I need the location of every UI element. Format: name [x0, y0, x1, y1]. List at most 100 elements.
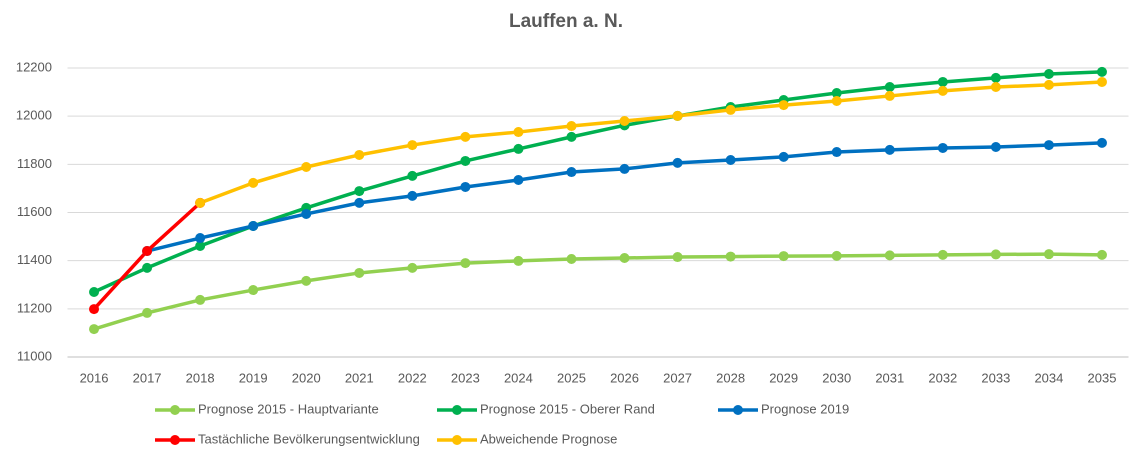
- point: [354, 149, 365, 160]
- point: [566, 131, 577, 142]
- legend-marker: [170, 435, 180, 445]
- y-tick-label: 11400: [17, 252, 52, 267]
- x-tick-label: 2020: [292, 370, 321, 385]
- legend-marker: [733, 405, 743, 415]
- point: [1043, 249, 1054, 260]
- point: [1096, 76, 1107, 87]
- point: [619, 115, 630, 126]
- x-tick-label: 2026: [610, 370, 639, 385]
- point: [460, 258, 471, 269]
- point: [354, 197, 365, 208]
- point: [990, 141, 1001, 152]
- point: [195, 197, 206, 208]
- point: [672, 252, 683, 263]
- legend-marker: [170, 405, 180, 415]
- legend-label: Prognose 2019: [761, 401, 849, 416]
- point: [301, 275, 312, 286]
- point: [831, 250, 842, 261]
- point: [142, 262, 153, 273]
- point: [1043, 69, 1054, 80]
- point: [619, 163, 630, 174]
- x-tick-label: 2023: [451, 370, 480, 385]
- legend-label: Tastächliche Bevölkerungsentwicklung: [198, 431, 420, 446]
- point: [513, 174, 524, 185]
- chart-title: Lauffen a. N.: [509, 11, 623, 32]
- point: [354, 186, 365, 197]
- point: [195, 233, 206, 244]
- point: [831, 88, 842, 99]
- point: [1043, 140, 1054, 151]
- point: [566, 167, 577, 178]
- point: [354, 267, 365, 278]
- x-tick-label: 2022: [398, 370, 427, 385]
- series-line: [146, 141, 1103, 253]
- point: [778, 100, 789, 111]
- point: [195, 240, 206, 251]
- y-tick-label: 11000: [17, 348, 52, 363]
- point: [89, 324, 100, 335]
- point: [831, 147, 842, 158]
- point: [725, 154, 736, 165]
- y-tick-label: 11600: [17, 204, 52, 219]
- x-tick-label: 2028: [716, 370, 745, 385]
- point: [778, 251, 789, 262]
- point: [301, 208, 312, 219]
- x-tick-label: 2018: [186, 370, 215, 385]
- point: [89, 304, 100, 315]
- point: [1096, 66, 1107, 77]
- point: [513, 255, 524, 266]
- x-tick-label: 2030: [822, 370, 851, 385]
- point: [142, 246, 153, 257]
- point: [884, 144, 895, 155]
- point: [672, 157, 683, 168]
- x-tick-label: 2016: [80, 370, 109, 385]
- point: [725, 104, 736, 115]
- point: [937, 142, 948, 153]
- point: [990, 82, 1001, 93]
- point: [460, 155, 471, 166]
- point: [831, 95, 842, 106]
- point: [460, 131, 471, 142]
- point: [884, 250, 895, 261]
- x-tick-label: 2029: [769, 370, 798, 385]
- y-tick-label: 11800: [17, 156, 52, 171]
- x-tick-label: 2033: [981, 370, 1010, 385]
- point: [248, 285, 259, 296]
- point: [566, 253, 577, 264]
- point: [513, 143, 524, 154]
- x-tick-label: 2032: [928, 370, 957, 385]
- point: [1096, 137, 1107, 148]
- point: [990, 249, 1001, 260]
- x-tick-label: 2035: [1088, 370, 1117, 385]
- point: [566, 121, 577, 132]
- point: [937, 249, 948, 260]
- point: [407, 190, 418, 201]
- y-tick-label: 12200: [16, 59, 52, 74]
- x-tick-label: 2031: [875, 370, 904, 385]
- x-tick-label: 2027: [663, 370, 692, 385]
- point: [725, 251, 736, 262]
- point: [937, 85, 948, 96]
- point: [672, 110, 683, 121]
- point: [142, 307, 153, 318]
- point: [884, 82, 895, 93]
- point: [248, 220, 259, 231]
- series-line: [93, 252, 1102, 331]
- x-tick-label: 2021: [345, 370, 374, 385]
- legend-label: Prognose 2015 - Hauptvariante: [198, 401, 379, 416]
- legend-label: Abweichende Prognose: [480, 431, 617, 446]
- x-tick-label: 2019: [239, 370, 268, 385]
- point: [248, 177, 259, 188]
- y-tick-label: 12000: [16, 108, 52, 123]
- x-tick-label: 2017: [133, 370, 162, 385]
- x-tick-label: 2024: [504, 370, 533, 385]
- point: [407, 262, 418, 273]
- point: [990, 72, 1001, 83]
- point: [937, 76, 948, 87]
- point: [195, 294, 206, 305]
- point: [89, 286, 100, 297]
- x-tick-label: 2034: [1034, 370, 1063, 385]
- point: [407, 170, 418, 181]
- legend-marker: [452, 405, 462, 415]
